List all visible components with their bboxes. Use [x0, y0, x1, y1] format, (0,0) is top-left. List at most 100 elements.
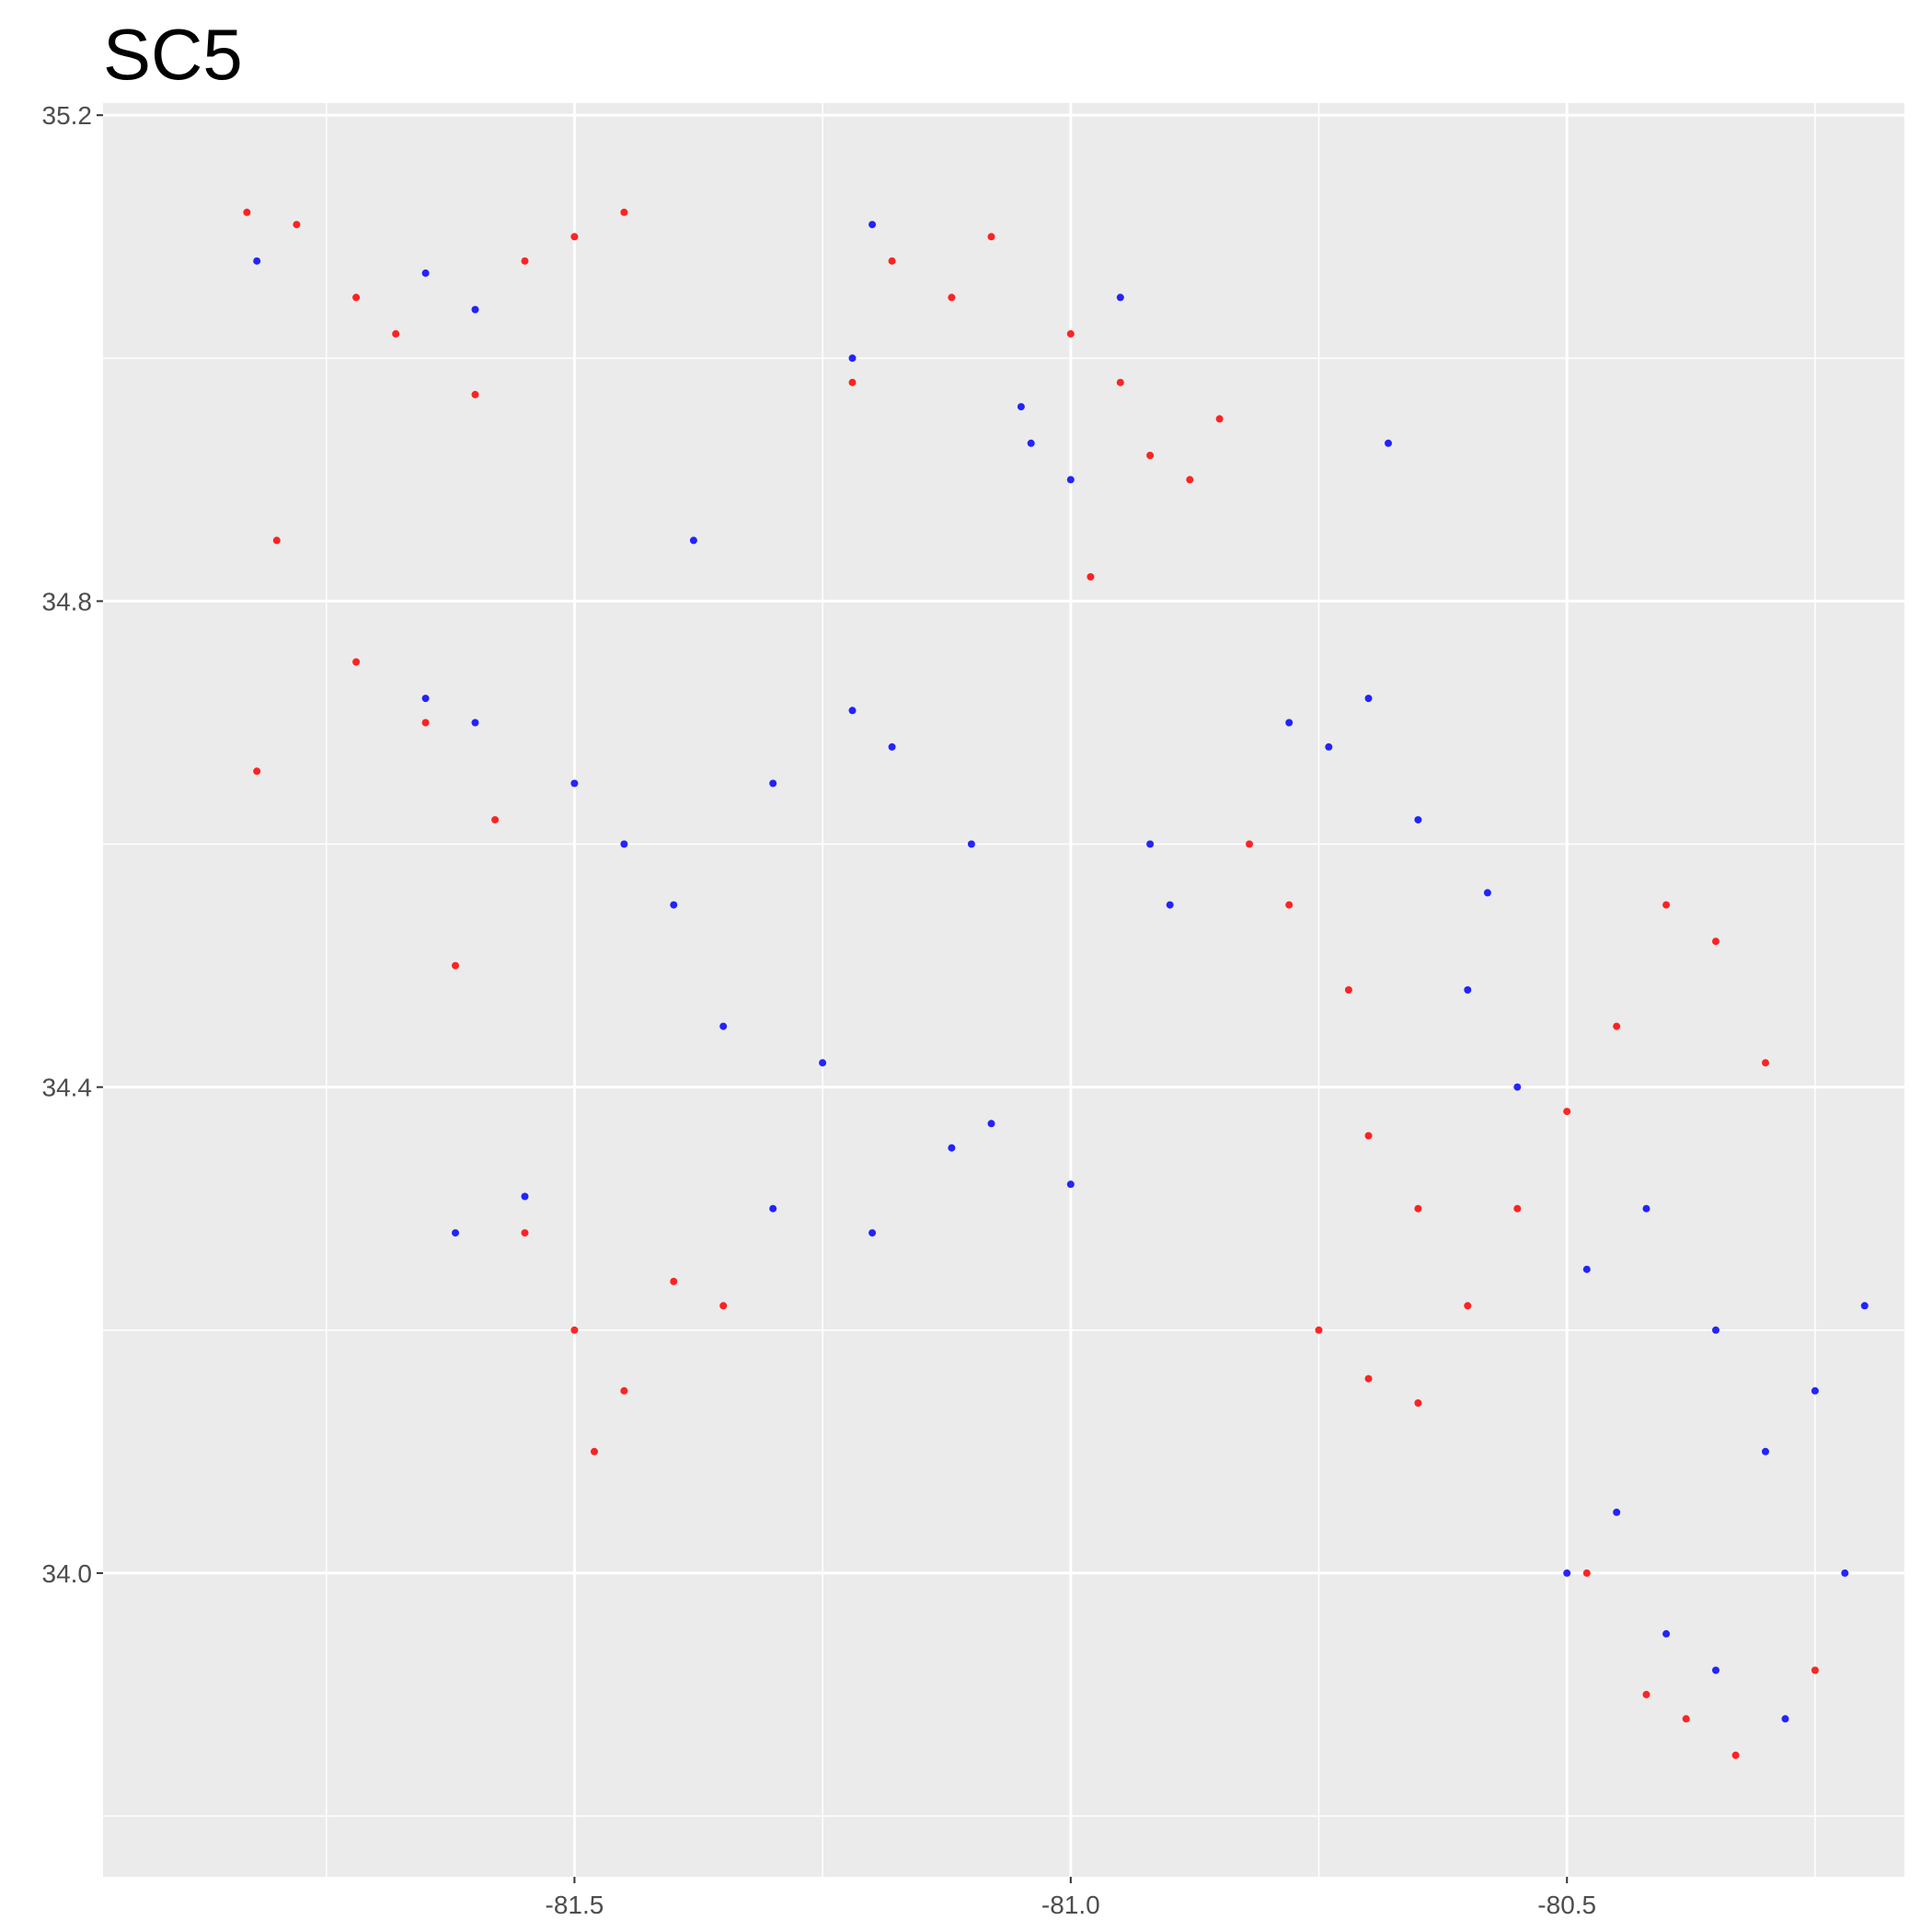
data-point-series-2 — [452, 1229, 459, 1237]
data-point-series-1 — [1087, 573, 1095, 581]
data-point-series-2 — [1325, 742, 1333, 751]
data-point-series-1 — [1662, 901, 1671, 909]
data-point-series-2 — [421, 695, 430, 703]
data-point-series-2 — [1464, 986, 1472, 994]
data-point-series-1 — [1344, 986, 1352, 994]
data-point-series-1 — [1513, 1204, 1522, 1213]
data-point-series-1 — [1464, 1302, 1472, 1310]
x-tick-label: -81.5 — [546, 1891, 604, 1919]
data-point-series-2 — [967, 840, 975, 848]
data-point-series-2 — [471, 719, 479, 727]
data-point-series-1 — [471, 390, 479, 398]
data-point-series-1 — [570, 233, 579, 241]
data-point-series-2 — [1811, 1386, 1819, 1395]
data-point-series-2 — [1066, 476, 1075, 484]
data-point-series-1 — [1563, 1108, 1571, 1116]
y-tick-label: 34.8 — [42, 587, 93, 615]
data-point-series-2 — [1841, 1569, 1849, 1577]
y-tick-label: 34.4 — [42, 1074, 93, 1102]
data-point-series-2 — [1582, 1265, 1591, 1273]
data-point-series-2 — [1414, 816, 1422, 824]
data-point-series-2 — [848, 354, 857, 362]
data-point-series-2 — [888, 742, 896, 751]
data-point-series-1 — [987, 233, 995, 241]
data-point-series-2 — [1860, 1302, 1869, 1310]
data-point-series-1 — [293, 221, 301, 229]
x-tick-label: -81.0 — [1041, 1891, 1100, 1919]
data-point-series-2 — [719, 1022, 728, 1030]
data-point-series-2 — [987, 1120, 995, 1128]
data-point-series-1 — [1186, 476, 1194, 484]
data-point-series-1 — [1364, 1374, 1373, 1383]
data-point-series-2 — [1513, 1083, 1522, 1091]
data-point-series-1 — [352, 658, 361, 666]
data-point-series-2 — [1166, 901, 1174, 909]
data-point-series-1 — [1215, 415, 1224, 423]
data-point-series-1 — [352, 293, 361, 302]
data-point-series-2 — [1146, 840, 1155, 848]
plot-panel — [103, 103, 1904, 1877]
data-point-series-1 — [1246, 840, 1253, 848]
y-tick-label: 35.2 — [42, 101, 93, 130]
data-point-series-2 — [1762, 1447, 1769, 1455]
data-point-series-2 — [1613, 1508, 1621, 1516]
data-point-series-2 — [1563, 1569, 1571, 1577]
data-point-series-2 — [1712, 1666, 1719, 1674]
data-point-series-2 — [819, 1059, 827, 1067]
data-point-series-2 — [769, 779, 777, 788]
data-point-series-1 — [253, 767, 261, 776]
data-point-series-1 — [1285, 901, 1294, 909]
data-point-series-1 — [1582, 1569, 1591, 1577]
data-point-series-2 — [848, 707, 857, 715]
data-point-series-1 — [1731, 1751, 1740, 1759]
data-point-series-1 — [570, 1326, 579, 1334]
data-point-series-2 — [670, 901, 678, 909]
data-point-series-2 — [948, 1144, 956, 1152]
data-point-series-1 — [620, 1386, 628, 1395]
chart-title: SC5 — [103, 14, 243, 95]
data-point-series-2 — [1385, 439, 1392, 447]
data-point-series-2 — [620, 840, 628, 848]
data-point-series-2 — [1781, 1715, 1789, 1723]
y-tick-label: 34.0 — [42, 1559, 93, 1588]
data-point-series-2 — [1364, 695, 1373, 703]
data-point-series-2 — [1116, 293, 1124, 302]
y-axis: 34.0 34.4 34.8 35.2 — [42, 101, 103, 1588]
data-points — [243, 208, 1869, 1759]
data-point-series-1 — [392, 329, 400, 338]
data-point-series-2 — [421, 269, 430, 277]
major-gridlines — [103, 103, 1904, 1877]
data-point-series-1 — [521, 257, 529, 265]
data-point-series-1 — [452, 961, 459, 970]
data-point-series-1 — [1116, 378, 1124, 386]
data-point-series-2 — [471, 305, 479, 314]
data-point-series-2 — [1017, 403, 1025, 411]
data-point-series-1 — [948, 293, 956, 302]
data-point-series-1 — [1762, 1059, 1769, 1067]
data-point-series-1 — [1364, 1132, 1373, 1140]
data-point-series-2 — [689, 536, 697, 545]
minor-gridlines — [103, 103, 1904, 1877]
data-point-series-1 — [1066, 329, 1075, 338]
data-point-series-1 — [421, 719, 430, 727]
data-point-series-2 — [521, 1192, 529, 1201]
data-point-series-2 — [868, 1229, 877, 1237]
x-axis: -81.5 -81.0 -80.5 — [546, 1877, 1596, 1919]
data-point-series-2 — [1483, 889, 1491, 897]
data-point-series-2 — [570, 779, 579, 788]
data-point-series-1 — [1613, 1022, 1621, 1030]
data-point-series-1 — [1682, 1715, 1690, 1723]
data-point-series-2 — [1662, 1629, 1671, 1638]
data-point-series-1 — [1642, 1690, 1650, 1698]
data-point-series-1 — [1315, 1326, 1323, 1334]
data-point-series-1 — [1712, 937, 1719, 946]
data-point-series-2 — [253, 257, 261, 265]
data-point-series-1 — [1146, 452, 1155, 459]
data-point-series-2 — [1066, 1180, 1075, 1189]
data-point-series-1 — [1811, 1666, 1819, 1674]
data-point-series-2 — [1642, 1204, 1650, 1213]
data-point-series-1 — [591, 1447, 598, 1455]
data-point-series-1 — [888, 257, 896, 265]
data-point-series-1 — [272, 536, 281, 545]
